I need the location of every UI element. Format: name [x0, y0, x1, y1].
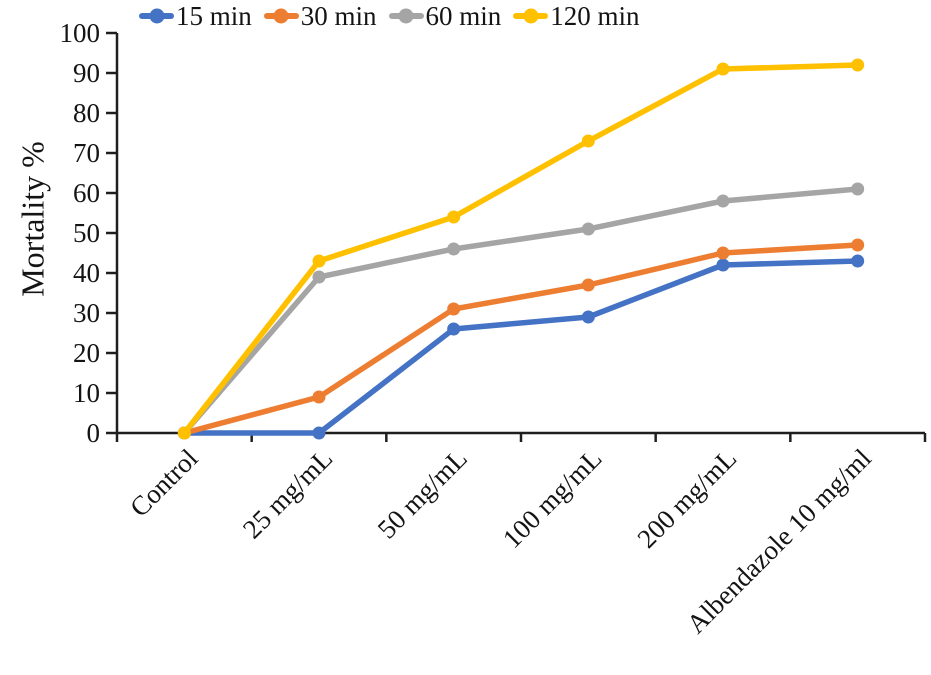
data-point-120-min: [312, 254, 326, 268]
series-line-30-min: [181, 242, 861, 436]
legend-marker-60-min-icon: [388, 8, 424, 24]
y-tick-label: 10: [73, 378, 100, 408]
x-category-label: 100 mg/mL: [497, 443, 608, 554]
series-line-15-min: [181, 258, 861, 436]
series-line-120-min: [181, 62, 861, 436]
data-point-30-min: [312, 390, 326, 404]
data-point-120-min: [716, 62, 730, 76]
data-point-30-min: [447, 302, 461, 316]
legend-label-15-min: 15 min: [176, 1, 252, 31]
data-point-15-min: [447, 322, 461, 336]
y-tick-label: 60: [73, 178, 100, 208]
legend-item-120-min: 120 min: [513, 1, 640, 31]
data-point-120-min: [581, 134, 595, 148]
data-point-60-min: [716, 194, 730, 208]
legend-item-30-min: 30 min: [263, 1, 377, 31]
data-point-60-min: [447, 242, 461, 256]
legend-label-60-min: 60 min: [425, 1, 502, 31]
chart-legend: 15 min 30 min 60 min 120 min: [139, 1, 640, 31]
data-point-30-min: [581, 278, 595, 292]
legend-item-60-min: 60 min: [388, 1, 502, 31]
x-category-label: 25 mg/mL: [237, 443, 338, 544]
legend-item-15-min: 15 min: [139, 1, 252, 31]
data-point-15-min: [312, 426, 326, 440]
y-tick-label: 100: [60, 18, 101, 48]
legend-marker-30-min-icon: [263, 8, 299, 24]
legend-marker-15-min-icon: [139, 8, 174, 24]
y-tick-label: 90: [73, 58, 100, 88]
data-point-60-min: [312, 270, 326, 284]
y-tick-label: 80: [73, 98, 100, 128]
data-point-60-min: [851, 182, 865, 196]
data-point-15-min: [851, 254, 865, 268]
y-tick-label: 0: [87, 418, 101, 448]
y-tick-label: 40: [73, 258, 100, 288]
legend-label-30-min: 30 min: [300, 1, 377, 31]
y-tick-label: 20: [73, 338, 100, 368]
y-tick-label: 50: [73, 218, 100, 248]
x-category-label: 50 mg/mL: [372, 443, 473, 544]
x-category-label: Control: [124, 443, 204, 523]
y-tick-label: 70: [73, 138, 100, 168]
y-tick-label: 30: [73, 298, 100, 328]
data-point-30-min: [716, 246, 730, 260]
legend-label-120-min: 120 min: [550, 1, 640, 31]
legend-marker-120-min-icon: [513, 8, 549, 24]
x-category-label: 200 mg/mL: [631, 443, 742, 554]
data-point-15-min: [716, 258, 730, 272]
data-point-30-min: [851, 238, 865, 252]
series-line-60-min: [181, 186, 861, 436]
data-point-120-min: [177, 426, 191, 440]
data-point-120-min: [447, 210, 461, 224]
data-point-60-min: [581, 222, 595, 236]
data-point-120-min: [851, 58, 865, 72]
data-point-15-min: [581, 310, 595, 324]
